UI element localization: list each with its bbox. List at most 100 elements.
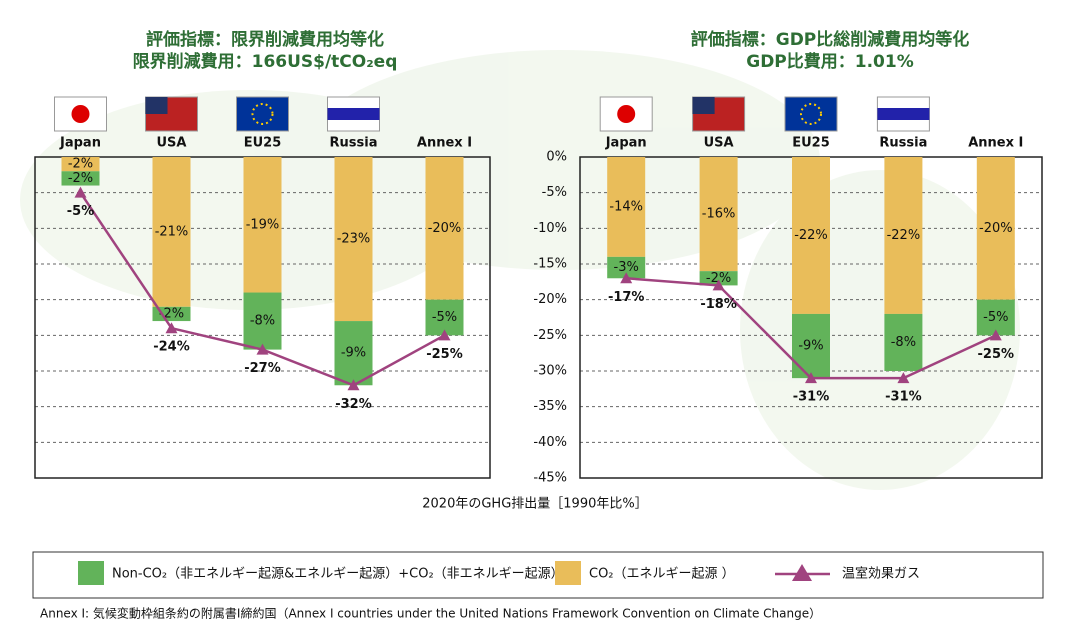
bar-value-label: -8% (250, 314, 275, 329)
legend-marker (792, 564, 812, 581)
bar-value-label: -16% (702, 207, 736, 222)
legend-label: 温室効果ガス (842, 566, 920, 582)
bar-value-label: -22% (887, 228, 921, 243)
x-tick-label: Japan (59, 136, 101, 151)
total-label: -27% (244, 361, 281, 376)
flag-detail (251, 103, 274, 125)
y-tick-label: -40% (533, 435, 567, 450)
title-right: 評価指標：GDP比総削減費用均等化 (691, 29, 970, 50)
total-label: -18% (700, 297, 737, 312)
bar-value-label: -2% (68, 157, 93, 172)
x-tick-label: Annex I (968, 136, 1023, 151)
flag (784, 96, 838, 132)
y-tick-label: -30% (533, 364, 567, 379)
subtitle-right: GDP比費用：1.01% (746, 51, 914, 72)
legend-swatch (78, 561, 104, 585)
bar-segment (334, 321, 373, 386)
bar-value-label: -19% (246, 217, 280, 232)
total-marker (712, 279, 725, 291)
flag-detail (877, 108, 930, 120)
total-label: -25% (978, 347, 1015, 362)
x-axis-label: 2020年のGHG排出量［1990年比%］ (422, 497, 647, 512)
bar-value-label: -8% (891, 335, 916, 350)
bar-value-label: -5% (432, 310, 457, 325)
bar-segment (884, 157, 923, 314)
legend-label: Non-CO₂（非エネルギー起源&エネルギー起源）+CO₂（非エネルギー起源） (112, 567, 564, 582)
total-label: -24% (153, 340, 190, 355)
y-tick-label: -35% (533, 399, 567, 414)
subtitle-left: 限界削減費用：166US$/tCO₂eq (133, 51, 398, 72)
bar-segment (243, 157, 282, 293)
bar-value-label: -21% (155, 224, 189, 239)
flag-detail (692, 97, 715, 114)
x-tick-label: USA (704, 136, 734, 151)
total-marker (256, 343, 269, 355)
x-tick-label: Russia (879, 136, 927, 151)
bar-value-label: -2% (68, 171, 93, 186)
total-label: -25% (426, 347, 463, 362)
title-left: 評価指標：限界削減費用均等化 (146, 29, 384, 50)
y-tick-label: -20% (533, 292, 567, 307)
y-tick-label: -45% (533, 471, 567, 486)
bar-segment (607, 157, 646, 257)
y-tick-label: -5% (542, 185, 567, 200)
bar-value-label: -20% (979, 221, 1013, 236)
total-marker (347, 379, 360, 391)
bar-value-label: -22% (794, 228, 828, 243)
x-tick-label: USA (157, 136, 187, 151)
y-tick-label: -15% (533, 257, 567, 272)
total-label: -17% (608, 290, 645, 305)
total-label: -32% (335, 397, 372, 412)
bar-value-label: -5% (983, 310, 1008, 325)
flag-detail (800, 103, 822, 125)
x-tick-label: EU25 (792, 136, 830, 151)
total-marker (438, 329, 451, 341)
bar-segment (699, 157, 738, 272)
footnote: Annex I: 気候変動枠組条約の附属書I締約国（Annex I countr… (40, 606, 821, 621)
x-tick-label: Japan (605, 136, 647, 151)
bar-value-label: -23% (337, 232, 371, 247)
total-marker (897, 372, 910, 384)
flag-detail (71, 105, 90, 123)
bar-segment (699, 271, 738, 286)
bar-value-label: -9% (341, 346, 366, 361)
legend-swatch (555, 561, 581, 585)
total-marker (805, 372, 817, 384)
bar-value-label: -20% (428, 221, 462, 236)
bar-segment (792, 157, 830, 314)
bar-segment (334, 157, 373, 322)
flag-detail (145, 97, 168, 114)
y-tick-label: -10% (533, 221, 567, 236)
x-tick-label: Annex I (417, 136, 472, 151)
total-marker (165, 322, 178, 334)
bar-value-label: -14% (609, 199, 643, 214)
y-tick-label: 0% (546, 150, 567, 165)
bar-segment (61, 157, 100, 172)
bar-segment (152, 157, 191, 307)
bar-segment (792, 313, 830, 379)
bar-segment (607, 256, 646, 279)
bar-value-label: -9% (798, 339, 823, 354)
total-marker (620, 272, 633, 284)
bar-segment (61, 171, 100, 186)
bar-value-label: -2% (706, 271, 731, 286)
total-label: -31% (793, 390, 830, 405)
bar-segment (152, 306, 191, 322)
y-tick-label: -25% (533, 328, 567, 343)
x-tick-label: Russia (330, 136, 378, 151)
bar-segment (884, 313, 923, 371)
total-marker (989, 329, 1002, 341)
bar-segment (243, 292, 282, 350)
total-label: -5% (67, 204, 94, 219)
x-tick-label: EU25 (244, 136, 282, 151)
bar-segment (425, 157, 464, 300)
bar-value-label: -3% (614, 260, 639, 275)
flag (236, 96, 289, 132)
total-marker (74, 186, 87, 198)
flag-detail (617, 105, 636, 123)
legend-label: CO₂（エネルギー起源 ） (589, 567, 735, 582)
legend (32, 551, 1044, 599)
total-label: -31% (885, 390, 922, 405)
flag-detail (327, 108, 380, 120)
